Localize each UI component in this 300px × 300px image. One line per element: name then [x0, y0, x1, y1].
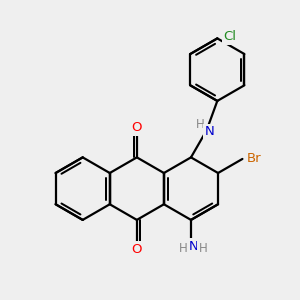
Text: Cl: Cl [223, 30, 236, 44]
Text: H: H [196, 118, 204, 131]
Text: N: N [189, 240, 199, 253]
Text: H: H [179, 242, 188, 254]
Text: Br: Br [247, 152, 262, 165]
Text: H: H [199, 242, 207, 254]
Text: O: O [132, 121, 142, 134]
Text: N: N [205, 125, 214, 138]
Text: O: O [132, 243, 142, 256]
